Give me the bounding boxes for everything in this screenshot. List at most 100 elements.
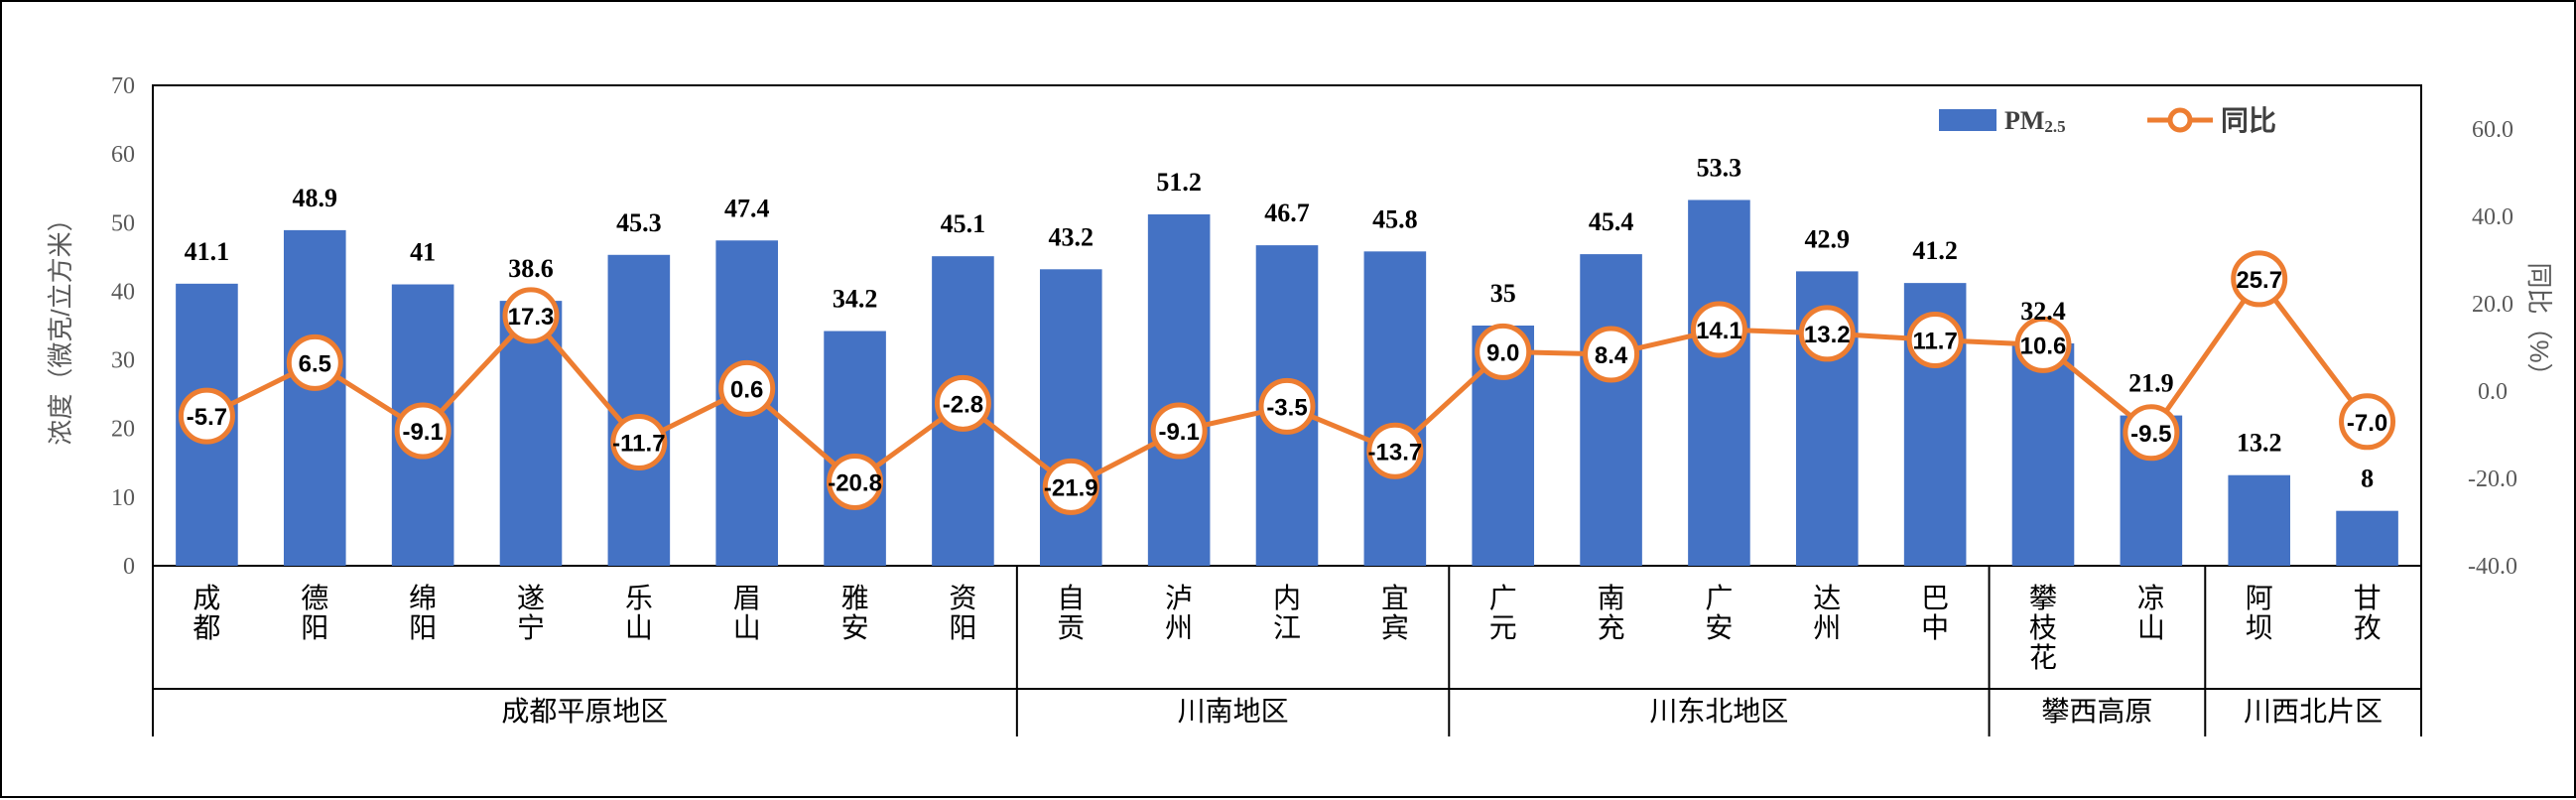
line-marker (1042, 458, 1099, 515)
category-label: 宜宾 (1381, 583, 1409, 643)
bar-value-label: 13.2 (2237, 429, 2282, 458)
bar-value-label: 34.2 (833, 285, 878, 314)
bar-value-label: 41.2 (1912, 236, 1958, 265)
line-value-label: -2.8 (943, 391, 983, 418)
legend: PM2.5 同比 (1939, 105, 2276, 136)
line-value-label: 17.3 (508, 304, 555, 331)
legend-bar-swatch (1939, 109, 1996, 131)
line-value-label: 13.2 (1804, 322, 1851, 348)
bar (2011, 342, 2075, 566)
line-marker (1258, 377, 1316, 435)
bar-value-label: 41.1 (185, 237, 230, 266)
y-tick-label: 30 (111, 348, 135, 374)
line-marker (1798, 305, 1856, 362)
line-marker (2014, 316, 2072, 373)
line-marker (2339, 393, 2396, 451)
category-label: 广安 (1705, 583, 1733, 643)
category-label: 达州 (1813, 583, 1841, 643)
line-marker (1583, 326, 1640, 383)
bar-value-label: 51.2 (1156, 168, 1202, 197)
category-label: 阿坝 (2246, 583, 2273, 643)
bar-value-label: 45.8 (1372, 204, 1418, 233)
y-tick-label: 50 (111, 210, 135, 236)
bar-value-label: 46.7 (1264, 199, 1310, 227)
line-marker (286, 333, 343, 391)
bar-value-label: 47.4 (724, 194, 770, 222)
category-label: 乐山 (625, 583, 653, 643)
line-value-label: -9.5 (2130, 421, 2171, 448)
category-label: 自贡 (1057, 583, 1085, 643)
y-tick-label: 40 (111, 279, 135, 305)
line-value-label: -5.7 (187, 404, 227, 431)
line-marker (934, 374, 991, 432)
region-label: 川南地区 (1178, 696, 1289, 727)
line-marker (178, 387, 235, 445)
bar-value-label: 45.1 (941, 209, 986, 238)
bar-value-label: 41 (410, 238, 436, 267)
line-value-label: -9.1 (402, 419, 443, 446)
line-value-label: -21.9 (1044, 474, 1098, 501)
category-label: 雅安 (841, 583, 869, 643)
y2-axis-title: 同比（%） (2524, 262, 2554, 388)
bar-value-label: 45.4 (1589, 207, 1634, 236)
bar-value-label: 8 (2361, 465, 2374, 493)
line-marker (502, 287, 560, 344)
y2-tick-label: 60.0 (2472, 117, 2513, 143)
category-label: 德阳 (301, 583, 328, 643)
line-series (178, 250, 2396, 515)
line-value-label: 25.7 (2236, 267, 2282, 294)
line-value-label: -9.1 (1158, 419, 1199, 446)
bar (2228, 474, 2291, 566)
bar-value-label: 45.3 (616, 208, 662, 237)
y-tick-label: 10 (111, 485, 135, 511)
bar (1688, 200, 1750, 566)
line-marker (1150, 402, 1208, 460)
bar (283, 229, 346, 567)
bar (499, 301, 563, 566)
y-tick-label: 0 (123, 554, 135, 580)
y2-tick-label: 40.0 (2472, 204, 2513, 230)
line-marker (2123, 404, 2180, 462)
region-label: 成都平原地区 (501, 696, 668, 727)
line-value-label: -3.5 (1266, 394, 1307, 421)
line-value-label: -7.0 (2347, 410, 2387, 437)
region-label: 攀西高原 (2041, 696, 2152, 727)
bar-value-label: 42.9 (1805, 224, 1851, 253)
region-label: 川西北片区 (2244, 696, 2383, 727)
y2-tick-label: -20.0 (2468, 467, 2517, 492)
bar (1147, 213, 1211, 566)
line-marker (610, 413, 668, 470)
y2-tick-label: 20.0 (2472, 292, 2513, 318)
bar (1039, 269, 1102, 566)
category-axis: 成都 德阳 绵阳 遂宁 乐山 眉山 雅安 资阳 自贡 泸州 内江 宜宾 广元 南充 广安 达州 巴中 攀枝花 凉山 阿… (152, 566, 2422, 736)
line-value-label: 14.1 (1696, 318, 1742, 344)
data-labels: 41.1 48.9 41 38.6 45.3 47.4 34.2 45.1 43.2 51.2 46… (185, 153, 2388, 501)
line-value-label: -20.8 (828, 470, 882, 497)
bar-value-label: 53.3 (1697, 153, 1742, 182)
line-value-label: 10.6 (2020, 333, 2067, 359)
line-marker (394, 402, 451, 460)
line-value-label: 0.6 (730, 376, 763, 403)
bar-value-label: 43.2 (1049, 222, 1095, 251)
y-axis-title: 浓度（微克/立方米） (46, 205, 75, 445)
line-marker (1690, 301, 1747, 358)
category-label: 内江 (1273, 583, 1301, 643)
bar-value-label: 21.9 (2128, 369, 2174, 398)
bar-value-label: 32.4 (2020, 297, 2066, 326)
line-marker (718, 359, 776, 417)
line-marker (827, 454, 884, 511)
bar (824, 331, 886, 566)
bar (1363, 251, 1427, 566)
y-tick-label: 20 (111, 417, 135, 443)
category-label: 眉山 (733, 583, 761, 643)
line-value-label: -11.7 (612, 430, 665, 457)
bar-value-label: 35 (1490, 279, 1516, 308)
y2-tick-label: -40.0 (2468, 554, 2517, 580)
category-label: 巴中 (1921, 583, 1949, 643)
category-label: 攀枝花 (2029, 583, 2057, 673)
line-value-label: -13.7 (1368, 439, 1423, 466)
bar (607, 254, 671, 566)
category-label: 广元 (1489, 583, 1517, 643)
